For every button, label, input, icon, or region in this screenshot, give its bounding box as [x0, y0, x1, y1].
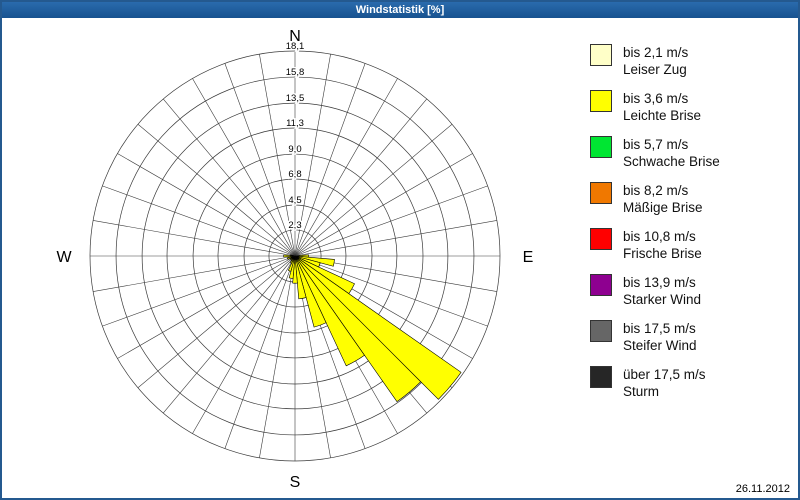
wind-rose-chart: 2,3 4,5 6,8 9,0 11,3 13,5 15,8 18,1N S W E [56, 28, 533, 491]
legend-speed: bis 13,9 m/s [623, 275, 696, 290]
legend-item-starker-wind: bis 13,9 m/s Starker Wind [590, 274, 790, 308]
legend-label: Mäßige Brise [623, 200, 703, 215]
legend-swatch-frische-brise [590, 228, 612, 250]
svg-text:2,3: 2,3 [288, 220, 301, 231]
legend-swatch-sturm [590, 366, 612, 388]
legend-speed: bis 2,1 m/s [623, 45, 689, 60]
legend-speed: bis 3,6 m/s [623, 91, 689, 106]
svg-text:4,5: 4,5 [288, 195, 301, 206]
legend-label: Leiser Zug [623, 62, 687, 77]
date-stamp: 26.11.2012 [735, 483, 790, 495]
legend-swatch-schwache-brise [590, 136, 612, 158]
legend-swatch-starker-wind [590, 274, 612, 296]
legend-label: Schwache Brise [623, 154, 720, 169]
compass-labels: N S W E [56, 28, 533, 491]
legend-label: Frische Brise [623, 246, 702, 261]
legend-label: Steifer Wind [623, 338, 697, 353]
legend-item-steifer-wind: bis 17,5 m/s Steifer Wind [590, 320, 790, 354]
window-titlebar: Windstatistik [%] [2, 2, 798, 18]
svg-text:E: E [523, 249, 534, 266]
legend-item-maessige-brise: bis 8,2 m/s Mäßige Brise [590, 182, 790, 216]
svg-text:13,5: 13,5 [286, 93, 305, 104]
legend-speed: bis 17,5 m/s [623, 321, 696, 336]
legend-speed: bis 8,2 m/s [623, 183, 689, 198]
legend-item-frische-brise: bis 10,8 m/s Frische Brise [590, 228, 790, 262]
page-title: Windstatistik [%] [355, 4, 445, 16]
legend-label: Starker Wind [623, 292, 702, 307]
svg-text:6,8: 6,8 [288, 169, 301, 180]
legend-item-schwache-brise: bis 5,7 m/s Schwache Brise [590, 136, 790, 170]
legend-swatch-steifer-wind [590, 320, 612, 342]
legend-speed: bis 5,7 m/s [623, 137, 689, 152]
svg-text:N: N [289, 28, 301, 45]
wind-rose-chart-area: 2,3 4,5 6,8 9,0 11,3 13,5 15,8 18,1 N S W E [2, 18, 572, 498]
legend-speed: bis 10,8 m/s [623, 229, 696, 244]
legend-item-sturm: über 17,5 m/s Sturm [590, 366, 790, 400]
legend-speed: über 17,5 m/s [623, 367, 706, 382]
legend-swatch-leiser-zug [590, 44, 612, 66]
svg-text:11,3: 11,3 [286, 118, 304, 129]
svg-text:18,1: 18,1 [286, 41, 305, 52]
legend-swatch-maessige-brise [590, 182, 612, 204]
legend-swatch-leichte-brise [590, 90, 612, 112]
svg-text:W: W [56, 249, 72, 266]
svg-text:9,0: 9,0 [288, 144, 301, 155]
legend-item-leichte-brise: bis 3,6 m/s Leichte Brise [590, 90, 790, 124]
svg-text:S: S [290, 474, 301, 491]
legend-label: Sturm [623, 384, 660, 399]
wind-wedges [283, 254, 462, 403]
svg-text:15,8: 15,8 [286, 67, 305, 78]
legend-item-leiser-zug: bis 2,1 m/s Leiser Zug [590, 44, 790, 78]
legend-label: Leichte Brise [623, 108, 702, 123]
legend: bis 2,1 m/s Leiser Zug bis 3,6 m/s Leich… [590, 44, 790, 412]
ring-labels: 2,3 4,5 6,8 9,0 11,3 13,5 15,8 18,1 [284, 40, 306, 233]
